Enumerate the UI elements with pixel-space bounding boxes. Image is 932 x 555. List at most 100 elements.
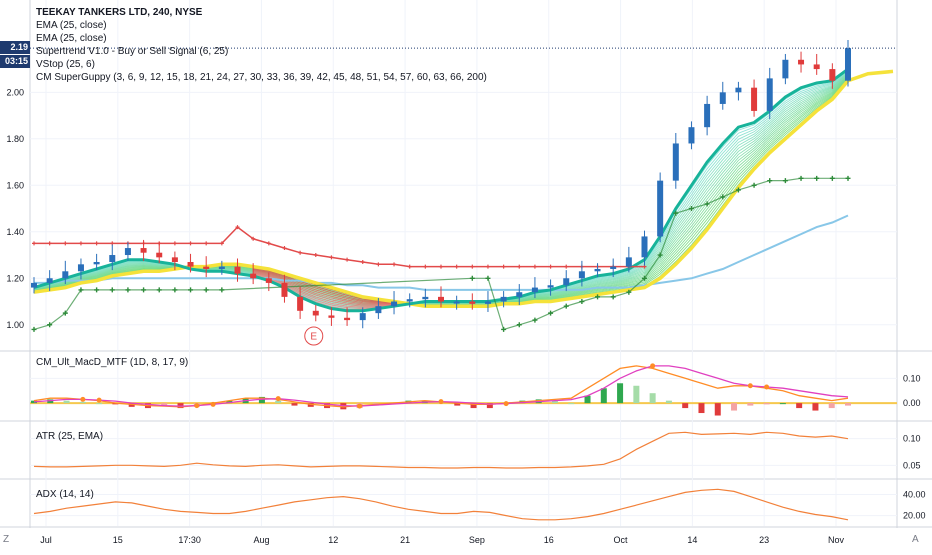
macd-cross-dot xyxy=(80,396,86,402)
macd-histogram-bar xyxy=(779,403,786,405)
x-tick-label: 15 xyxy=(113,535,123,545)
candle-body xyxy=(93,262,100,265)
x-tick-label: Nov xyxy=(828,535,845,545)
candle-body xyxy=(328,315,335,318)
candle-body xyxy=(766,78,773,111)
candle-body xyxy=(782,59,789,79)
y-tick-label: 1.00 xyxy=(6,320,24,330)
candle-body xyxy=(500,296,507,302)
x-tick-label: Sep xyxy=(469,535,485,545)
candle-body xyxy=(203,266,210,269)
macd-histogram-bar xyxy=(845,403,851,406)
macd-histogram-bar xyxy=(161,403,168,406)
macd-histogram-bar xyxy=(633,385,640,404)
chart-title: TEEKAY TANKERS LTD, 240, NYSE xyxy=(36,7,203,18)
macd-histogram-bar xyxy=(600,388,607,404)
adx-y-tick: 40.00 xyxy=(903,490,926,500)
macd-cross-dot xyxy=(194,403,200,409)
x-tick-label: Oct xyxy=(614,535,629,545)
x-tick-label: 23 xyxy=(759,535,769,545)
atr-pane-label: ATR (25, EMA) xyxy=(36,431,104,442)
macd-histogram-bar xyxy=(731,403,738,411)
macd-y-tick: 0.10 xyxy=(903,373,921,383)
adx-line xyxy=(33,488,849,521)
candle-body xyxy=(469,301,476,304)
earnings-marker-icon xyxy=(304,326,324,346)
auto-scale-button[interactable]: A xyxy=(912,534,919,545)
candle-body xyxy=(688,127,695,144)
candle-body xyxy=(344,317,351,321)
macd-histogram-bar xyxy=(551,400,558,404)
candle-body xyxy=(312,310,319,316)
legend-line-ema-2: EMA (25, close) xyxy=(36,33,107,44)
x-tick-label: Jul xyxy=(40,535,52,545)
candle-body xyxy=(422,296,429,300)
macd-histogram-bar xyxy=(258,396,265,404)
macd-cross-dot xyxy=(650,363,656,369)
candle-body xyxy=(265,278,272,283)
macd-histogram-bar xyxy=(649,393,656,404)
candle-body xyxy=(77,264,84,272)
x-tick-label: 16 xyxy=(544,535,554,545)
y-tick-label: 1.80 xyxy=(6,134,24,144)
x-tick-label: 14 xyxy=(687,535,697,545)
macd-histogram-bar xyxy=(665,400,672,404)
candle-body xyxy=(124,248,131,256)
x-tick-label: 12 xyxy=(328,535,338,545)
candle-body xyxy=(281,282,288,297)
timezone-button[interactable]: Z xyxy=(3,534,10,545)
candle-body xyxy=(234,266,241,274)
last-price-badge: 2.19 xyxy=(0,41,30,54)
macd-cross-dot xyxy=(210,401,216,407)
macd-histogram-bar xyxy=(486,403,493,409)
legend-line-ema-1: EMA (25, close) xyxy=(36,20,107,31)
macd-cross-dot xyxy=(357,403,363,409)
atr-y-tick: 0.05 xyxy=(903,460,921,470)
candle-body xyxy=(531,287,538,293)
atr-y-tick: 0.10 xyxy=(903,434,921,444)
y-tick-label: 1.40 xyxy=(6,227,24,237)
supertrend-line xyxy=(34,226,645,268)
candle-body xyxy=(563,278,570,286)
macd-cross-dot xyxy=(438,399,444,405)
candle-body xyxy=(641,236,648,258)
candle-body xyxy=(297,296,304,311)
candle-body xyxy=(453,301,460,304)
macd-pane-label: CM_Ult_MacD_MTF (1D, 8, 17, 9) xyxy=(36,357,189,368)
pane-background xyxy=(30,480,897,526)
candle-body xyxy=(375,306,382,314)
x-tick-label: 17:30 xyxy=(178,535,201,545)
candle-body xyxy=(140,248,147,253)
macd-histogram-bar xyxy=(226,400,233,404)
candle-body xyxy=(31,282,37,288)
vstop-line xyxy=(33,177,848,331)
macd-histogram-bar xyxy=(454,403,461,406)
candle-body xyxy=(109,255,116,262)
candle-body xyxy=(657,180,664,237)
macd-histogram-bar xyxy=(79,401,86,404)
y-tick-label: 2.00 xyxy=(6,87,24,97)
y-tick-label: 1.60 xyxy=(6,180,24,190)
atr-line xyxy=(33,431,849,469)
candle-body xyxy=(516,292,523,297)
x-tick-label: Aug xyxy=(253,535,269,545)
candle-body xyxy=(735,87,742,93)
legend-line-vstop: VStop (25, 6) xyxy=(36,59,95,70)
chart-legend: TEEKAY TANKERS LTD, 240, NYSE EMA (25, c… xyxy=(36,6,487,84)
macd-cross-dot xyxy=(764,384,770,390)
macd-histogram-bar xyxy=(796,403,803,409)
candle-body xyxy=(594,268,601,272)
candle-body xyxy=(406,299,413,302)
candle-body xyxy=(719,92,726,104)
macd-histogram-bar xyxy=(763,403,770,405)
pane-background xyxy=(30,422,897,478)
candle-body xyxy=(218,266,225,269)
candle-body xyxy=(829,69,836,81)
macd-histogram-bar xyxy=(470,403,477,409)
macd-histogram-bar xyxy=(747,403,754,406)
candle-body xyxy=(187,262,194,267)
macd-histogram-bar xyxy=(617,383,624,404)
candle-body xyxy=(751,87,758,111)
